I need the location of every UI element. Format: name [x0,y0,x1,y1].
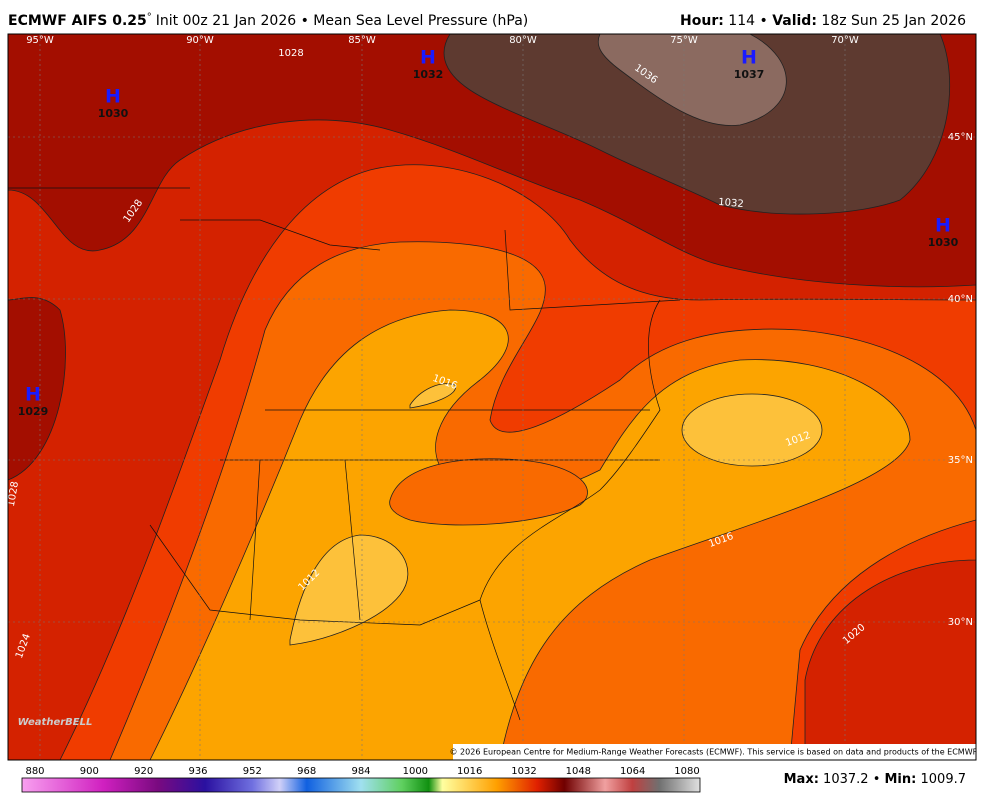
description: Init 00z 21 Jan 2026 • Mean Sea Level Pr… [156,13,528,29]
latitude-label: 30°N [948,617,973,628]
colorbar [21,777,701,793]
longitude-label: 90°W [186,35,214,46]
colorbar-tick-label: 1032 [511,766,536,777]
longitude-label: 95°W [26,35,54,46]
colorbar-tick-label: 936 [188,766,207,777]
colorbar-tick-label: 900 [80,766,99,777]
copyright-box [453,744,976,760]
title: ECMWF AIFS 0.25° Init 00z 21 Jan 2026 • M… [8,12,528,29]
min: 1009.7 [921,772,967,787]
valid: 18z Sun 25 Jan 2026 [821,13,966,29]
hour-label: Hour: [680,13,724,29]
region [409,383,456,409]
high-value: 1030 [98,107,129,120]
hour: 114 [728,13,755,29]
latitude-label: 45°N [948,132,973,143]
colorbar-tick-label: 984 [351,766,370,777]
region [681,393,823,467]
high-value: 1032 [413,68,444,81]
region [289,534,409,646]
colorbar-tick-label: 1080 [674,766,699,777]
contour-label: 1028 [6,481,21,508]
max-min: Max: 1037.2 • Min: 1009.7 [784,772,966,787]
colorbar-tick-label: 968 [297,766,316,777]
colorbar-tick-label: 1064 [620,766,645,777]
colorbar-tick-label: 880 [25,766,44,777]
region [443,34,950,215]
min-label: Min: [885,772,917,787]
map-frame [7,33,977,761]
contour-label: 1028 [278,48,303,59]
copyright: © 2026 European Centre for Medium-Range … [450,748,979,757]
valid-info: Hour: 114 • Valid: 18z Sun 25 Jan 2026 [680,13,966,29]
graticule [8,34,976,760]
latitude-label: 40°N [948,294,973,305]
contour-label: 1032 [718,197,744,210]
high-symbol: H [105,86,121,108]
high-value: 1037 [734,68,765,81]
model: ECMWF AIFS 0.25 [8,13,147,29]
max-label: Max: [784,772,819,787]
high-symbol: H [935,215,951,237]
separator: • [759,13,767,29]
high-value: 1030 [928,236,959,249]
high-symbol: H [25,384,41,406]
max: 1037.2 [823,772,869,787]
map: 95°W 90°W 85°W 80°W 75°W 70°W 45°N 40°N 35°N 30°N… [6,34,979,760]
colorbar-tick-label: 1048 [566,766,591,777]
separator: • [873,772,881,787]
longitude-label: 80°W [509,35,537,46]
colorbar-tick-label: 952 [243,766,262,777]
degree: ° [147,12,152,23]
high-value: 1029 [18,405,49,418]
map-labels: 95°W 90°W 85°W 80°W 75°W 70°W 45°N 40°N 35°N 30°N… [6,35,973,660]
header: ECMWF AIFS 0.25° Init 00z 21 Jan 2026 • M… [8,12,966,29]
logo: WeatherBELL [18,717,93,728]
colorbar-ticks: 880 900 920 936 952 968 984 1000 1016 1032 1048 106… [25,766,699,777]
region [597,34,787,126]
colorbar-tick-label: 920 [134,766,153,777]
high-symbol: H [741,47,757,69]
colorbar-tick-label: 1016 [457,766,482,777]
valid-label: Valid: [772,13,817,29]
longitude-label: 85°W [348,35,376,46]
longitude-label: 75°W [670,35,698,46]
colorbar-tick-label: 1000 [403,766,428,777]
latitude-label: 35°N [948,455,973,466]
region [389,458,588,526]
high-symbol: H [420,47,436,69]
longitude-label: 70°W [831,35,859,46]
